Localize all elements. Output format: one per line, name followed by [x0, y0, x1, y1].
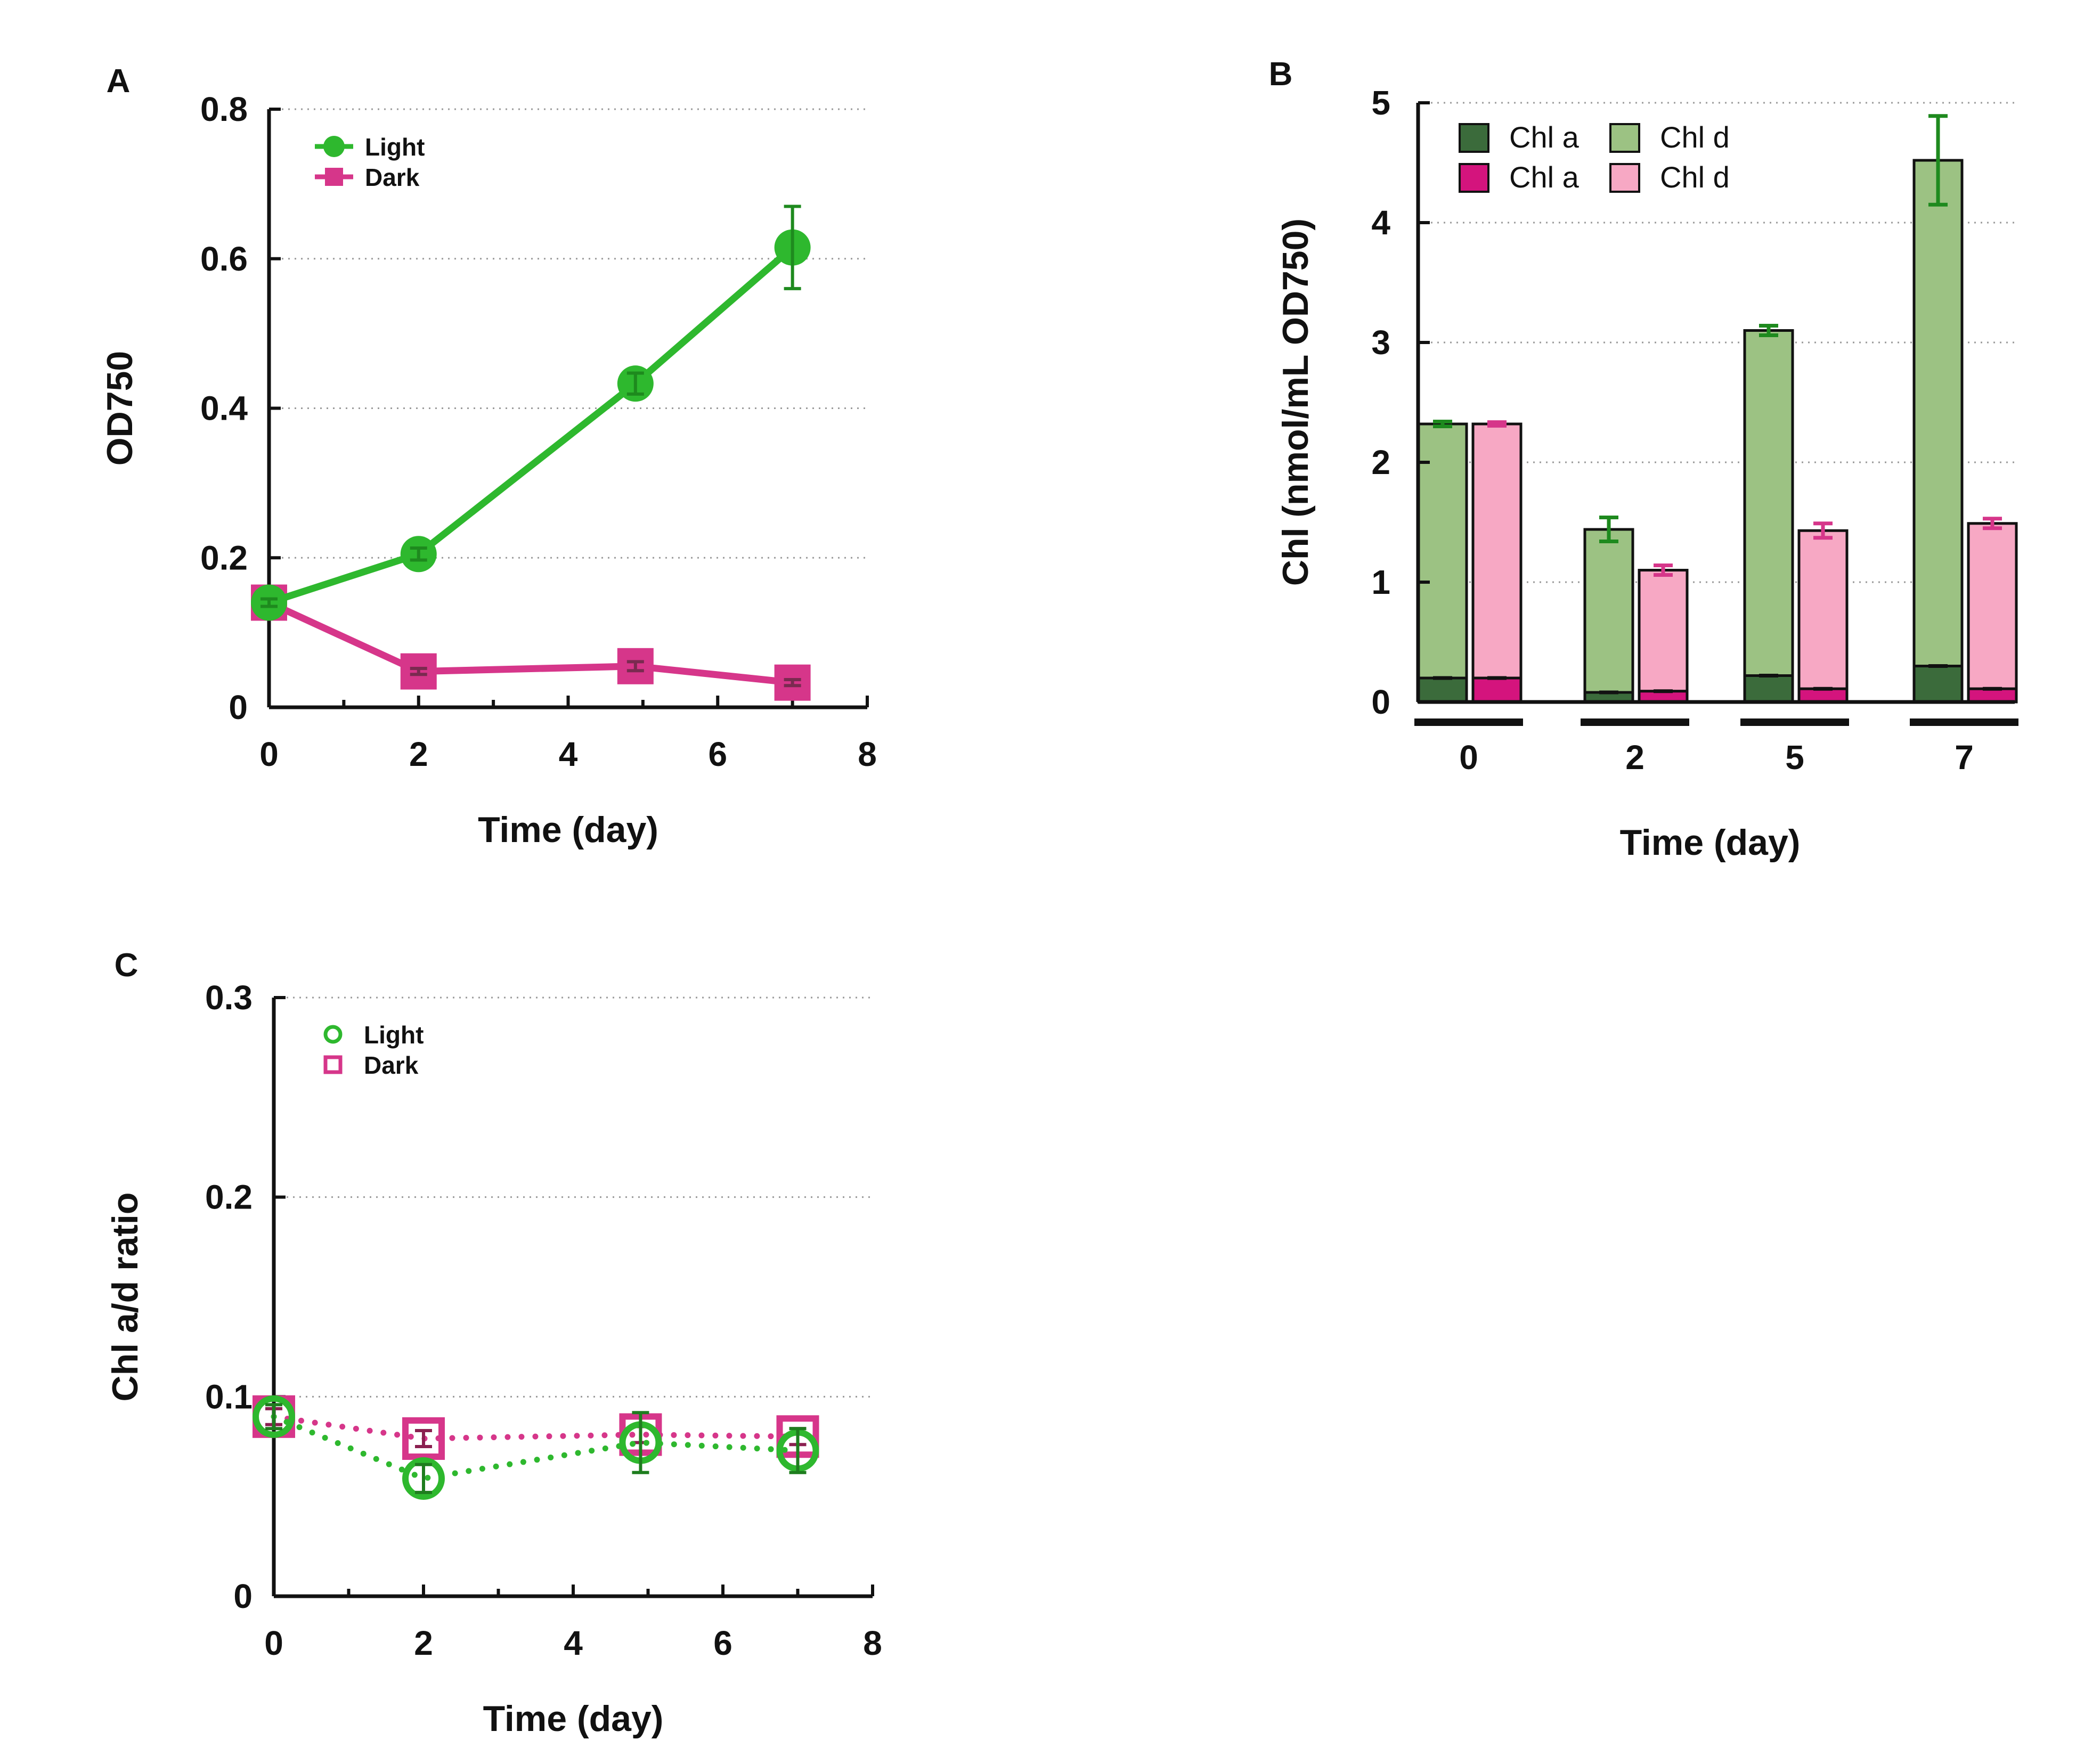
bar-chl-d-dark — [1471, 422, 1523, 680]
legend-label-light: Light — [365, 133, 425, 161]
y-tick-label: 3 — [1371, 323, 1390, 362]
x-axis-title: Time (day) — [483, 1698, 664, 1739]
data-point-light — [253, 1395, 295, 1438]
bar-chl-a-dark — [1471, 676, 1523, 704]
x-tick-label: 0 — [259, 735, 279, 773]
bar-group-light — [1583, 516, 1634, 704]
x-tick-label: 2 — [409, 735, 428, 773]
bar-chl-d-light — [1743, 329, 1794, 677]
y-tick-label: 0.4 — [200, 389, 248, 428]
y-tick-label: 4 — [1371, 203, 1390, 242]
y-tick-label: 0 — [233, 1577, 253, 1615]
legend: Chl a Chl d Chl a Chl d — [1459, 120, 1730, 194]
series-light — [253, 1395, 819, 1500]
y-axis-title: Chl (nmol/mL OD750) — [1275, 218, 1316, 586]
x-tick-label: 0 — [1459, 738, 1478, 777]
series-light — [251, 205, 811, 621]
x-tick-label: 8 — [863, 1624, 882, 1662]
legend-marker-light — [323, 1025, 343, 1044]
x-tick-label: 6 — [713, 1624, 732, 1662]
bar-chl-a-light — [1743, 674, 1794, 704]
bar-chl-a-dark — [1967, 687, 2018, 704]
series-line-light — [271, 1414, 801, 1482]
bar-group-light — [1417, 420, 1468, 704]
legend-label-dark: Dark — [364, 1051, 419, 1079]
bar-group-light — [1912, 114, 1964, 704]
data-point-dark — [402, 1417, 445, 1460]
x-axis-title: Time (day) — [478, 810, 658, 850]
bar-group-dark — [1471, 420, 1523, 704]
bar-chl-d-dark — [1638, 569, 1689, 693]
x-tick-label: 0 — [264, 1624, 283, 1662]
x-tick-label: 4 — [564, 1624, 583, 1662]
legend-label: Chl a — [1509, 160, 1580, 194]
legend-label: Chl a — [1509, 120, 1580, 154]
panel-C: 0 0.1 0.2 0.3 0 2 4 6 8 Time (day) Chl a/d ratio C L… — [105, 947, 882, 1739]
legend-label-light: Light — [364, 1021, 424, 1049]
legend-swatch — [1609, 123, 1640, 153]
y-tick-label: 1 — [1371, 563, 1390, 601]
bar-chl-a-dark — [1797, 687, 1849, 704]
y-tick-label: 0.2 — [205, 1178, 253, 1216]
legend-swatch — [1609, 163, 1640, 193]
bar-chl-d-dark — [1967, 522, 2018, 690]
y-tick-label: 2 — [1371, 443, 1390, 481]
y-tick-label: 5 — [1371, 84, 1390, 122]
bar-chl-d-light — [1583, 528, 1634, 694]
y-tick-label: 0 — [229, 688, 248, 726]
series-line-light — [265, 244, 796, 606]
panel-A: 0 0.2 0.4 0.6 0.8 0 2 4 6 8 Time (day) OD750 A Light D… — [100, 63, 877, 850]
bar-group-dark — [1967, 517, 2018, 704]
x-tick-label: 4 — [559, 735, 578, 773]
y-tick-label: 0.1 — [205, 1377, 253, 1416]
y-tick-label: 0.2 — [200, 538, 248, 577]
y-tick-label: 0.3 — [205, 978, 253, 1017]
legend-marker-dark — [323, 1055, 343, 1074]
x-tick-label: 6 — [708, 735, 727, 773]
legend: Light Dark — [315, 133, 425, 191]
panel-label: B — [1269, 56, 1293, 93]
panel-B: 0 2 5 7 0 1 2 3 4 5 Time (day) Chl (nmol/mL OD750) B… — [1269, 56, 2018, 863]
bar-chl-d-light — [1912, 159, 1964, 667]
y-axis-title: OD750 — [100, 351, 140, 466]
y-tick-label: 0.6 — [200, 240, 248, 278]
bar-group-dark — [1638, 564, 1689, 704]
x-tick-label: 7 — [1955, 738, 1974, 777]
x-tick-label: 2 — [414, 1624, 433, 1662]
x-tick-label: 2 — [1625, 738, 1644, 777]
bar-chl-a-light — [1912, 665, 1964, 704]
y-tick-label: 0 — [1371, 683, 1390, 721]
panel-label: C — [115, 947, 139, 984]
legend-label: Chl d — [1660, 160, 1730, 194]
legend-label: Chl d — [1660, 120, 1730, 154]
bar-chl-d-light — [1417, 422, 1468, 680]
data-point-light — [402, 1457, 445, 1500]
bar-group-dark — [1797, 521, 1849, 704]
x-tick-label: 8 — [858, 735, 877, 773]
bar-chl-d-dark — [1797, 529, 1849, 690]
bar-chl-a-light — [1417, 676, 1468, 704]
legend-swatch — [1459, 123, 1489, 153]
series-line-dark — [265, 599, 796, 687]
y-axis-title: Chl a/d ratio — [105, 1193, 145, 1402]
x-axis-title: Time (day) — [1620, 822, 1801, 863]
bar-group-light — [1743, 324, 1794, 704]
x-tick-label: 5 — [1785, 738, 1804, 777]
legend-label-dark: Dark — [365, 164, 420, 191]
y-tick-label: 0.8 — [200, 90, 248, 128]
panel-label: A — [107, 63, 131, 100]
legend-swatch — [1459, 163, 1489, 193]
